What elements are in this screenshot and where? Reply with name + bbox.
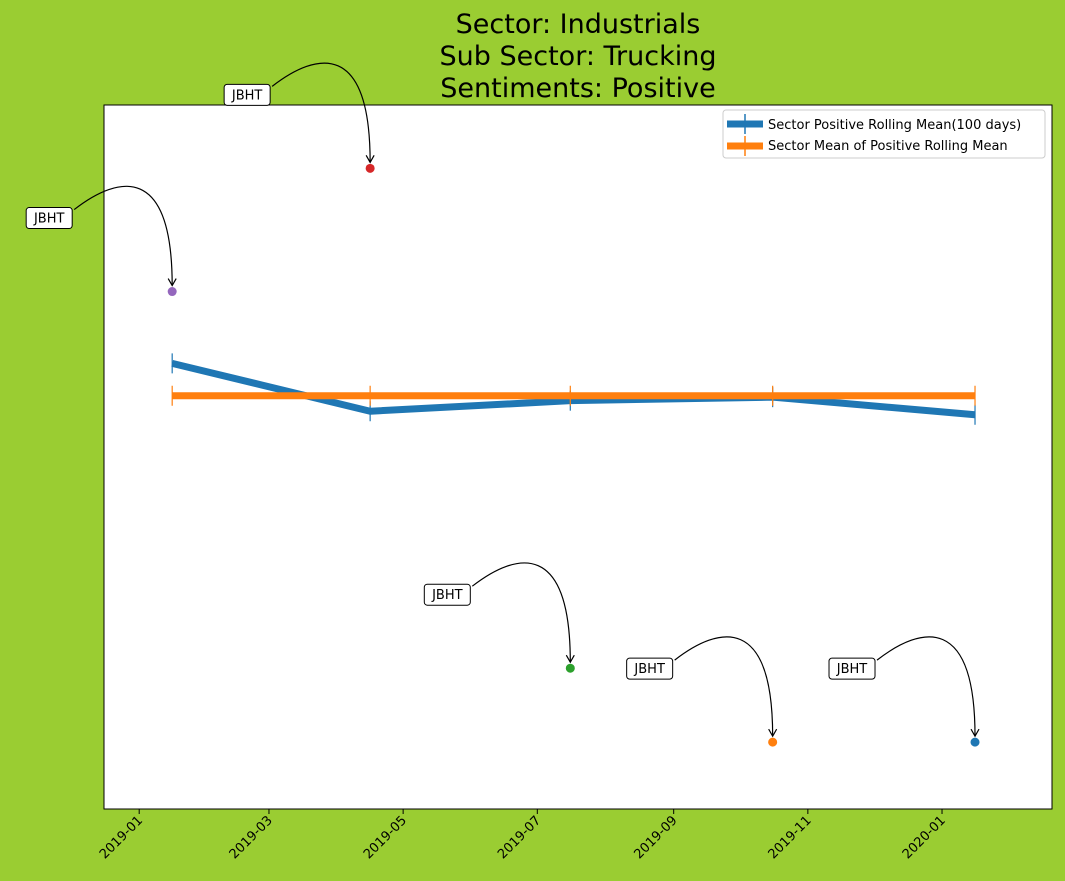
legend-label-0: Sector Positive Rolling Mean(100 days) [768,118,1021,133]
annotation-box-2 [423,583,471,606]
legend: Sector Positive Rolling Mean(100 days) S… [722,109,1046,159]
annotation-label-0: JBHT [33,212,65,227]
annotation-arrow-2 [471,562,571,663]
x-tick-label-6: 2020-01 [900,813,949,862]
annotation-label-1: JBHT [231,88,263,103]
annotation-arrow-4 [876,636,976,737]
x-tick-label-0: 2019-01 [97,813,146,862]
data-point-0 [167,287,177,297]
data-point-2 [565,663,575,673]
annotation-layer: JBHT JBHT JBHT JBHT JBHT [25,62,980,747]
annotation-arrowhead-4 [970,728,980,738]
annotation-arrowhead-0 [167,278,177,287]
chart-title-line-3: Sentiments: Positive [440,73,715,104]
annotation-label-2: JBHT [431,588,463,603]
annotation-box-3 [626,657,674,680]
annotation-arrowhead-1 [365,155,375,164]
annotation-box-1 [223,83,271,106]
annotation-arrow-3 [674,636,774,737]
annotation-box-0 [25,207,73,230]
data-point-3 [768,737,778,747]
annotation-label-3: JBHT [633,662,665,677]
annotation-label-4: JBHT [836,662,868,677]
chart-title-line-1: Sector: Industrials [456,9,701,40]
legend-box [722,109,1046,159]
annotation-arrow-1 [271,62,371,163]
x-axis: 2019-01 2019-03 2019-05 2019-07 2019-09 2019-… [97,809,949,862]
x-tick-label-4: 2019-09 [631,813,680,862]
x-tick-label-2: 2019-05 [361,813,410,862]
annotation-box-4 [828,657,876,680]
data-point-4 [970,737,980,747]
plot-area [103,104,1053,810]
annotation-arrow-0 [73,185,173,286]
series-layer [171,353,976,425]
annotation-arrowhead-2 [565,654,575,664]
chart-title-line-2: Sub Sector: Trucking [440,41,717,72]
x-tick-label-3: 2019-07 [495,813,544,862]
data-point-1 [365,163,375,173]
legend-label-1: Sector Mean of Positive Rolling Mean [768,139,1008,154]
x-tick-label-1: 2019-03 [227,813,276,862]
annotation-arrowhead-3 [768,728,778,738]
x-tick-label-5: 2019-11 [766,813,815,862]
